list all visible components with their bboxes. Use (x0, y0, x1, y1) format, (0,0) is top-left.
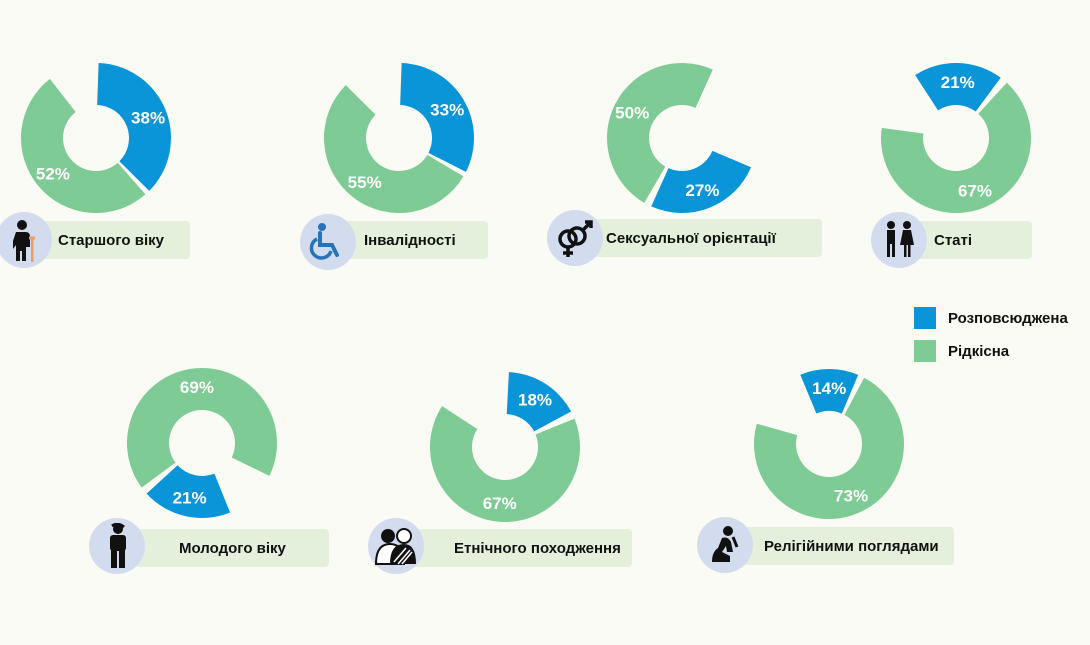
category-label-box: Сексуальної орієнтації (562, 219, 822, 257)
donut-segment-rare (430, 406, 580, 522)
donut-chart: 27% 50% (606, 62, 752, 214)
data-label-common: 38% (131, 108, 165, 127)
donut-chart: 38% 52% (21, 63, 171, 213)
donut-segment-common (915, 63, 1001, 112)
category-label-box: Етнічного походження (410, 529, 632, 567)
donut-segment-rare (881, 82, 1031, 213)
chart-panel-young-age: 21% 69% Молодого віку (89, 355, 329, 645)
data-label-rare: 73% (834, 486, 868, 505)
data-label-common: 21% (941, 73, 975, 92)
category-label: Молодого віку (179, 539, 286, 557)
donut-chart: 14% 73% (754, 369, 904, 519)
data-label-common: 33% (430, 100, 464, 119)
donut-segment-rare (754, 377, 904, 519)
legend-label: Розповсюджена (948, 309, 1068, 327)
data-label-rare: 67% (483, 494, 517, 513)
donut-segment-rare (21, 78, 146, 213)
chart-panel-older-age: 38% 52% Старшого віку (0, 50, 220, 340)
young-person-icon (89, 518, 145, 574)
wheelchair-icon (300, 214, 356, 270)
data-label-common: 14% (812, 379, 846, 398)
donut-segment-common (800, 369, 859, 414)
donut-segment-common (146, 465, 231, 518)
donut-segment-rare (606, 62, 713, 203)
chart-legend: Розповсюджена Рідкісна (914, 305, 1068, 371)
donut-segment-common (651, 150, 752, 214)
category-label-box: Релігійними поглядами (720, 527, 954, 565)
donut-chart: 33% 55% (324, 63, 474, 213)
data-label-rare: 69% (180, 378, 214, 397)
praying-person-icon (697, 517, 753, 573)
data-label-common: 27% (685, 181, 719, 200)
legend-label: Рідкісна (948, 342, 1010, 360)
category-label: Старшого віку (58, 231, 164, 249)
chart-panel-gender: 21% 67% Статі (870, 50, 1090, 340)
donut-segment-common (400, 63, 474, 172)
chart-panel-sexual-orientation: 27% 50% Сексуальної орієнтації (547, 50, 822, 340)
legend-item-common: Розповсюджена (914, 305, 1068, 331)
chart-panel-ethnic-origin: 18% 67% Етнічного походження (368, 355, 633, 645)
gender-symbols-icon (547, 210, 603, 266)
legend-item-rare: Рідкісна (914, 338, 1068, 364)
legend-swatch-rare (914, 340, 936, 362)
category-label-box: Молодого віку (135, 529, 329, 567)
ethnic-people-icon (368, 518, 424, 574)
data-label-rare: 67% (958, 182, 992, 201)
elderly-person-icon (0, 212, 52, 268)
donut-segment-rare (324, 85, 464, 213)
donut-chart: 18% 67% (430, 372, 580, 522)
data-label-rare: 55% (348, 173, 382, 192)
data-label-common: 18% (518, 391, 552, 410)
data-label-rare: 50% (615, 103, 649, 122)
chart-panel-disability: 33% 55% Інвалідності (300, 50, 523, 340)
data-label-common: 21% (173, 489, 207, 508)
chart-panel-religious-views: 14% 73% Релігійними поглядами (697, 355, 957, 645)
category-label: Сексуальної орієнтації (606, 229, 776, 247)
donut-segment-common (506, 372, 572, 432)
donut-chart: 21% 67% (881, 63, 1031, 213)
donut-chart: 21% 69% (127, 368, 278, 518)
data-label-rare: 52% (36, 165, 70, 184)
category-label: Статі (934, 231, 973, 249)
man-woman-icon (871, 212, 927, 268)
category-label: Етнічного походження (454, 539, 621, 557)
category-label: Релігійними поглядами (764, 537, 939, 555)
category-label: Інвалідності (364, 231, 456, 249)
donut-segment-rare (127, 368, 278, 488)
donut-segment-common (97, 63, 171, 191)
legend-swatch-common (914, 307, 936, 329)
